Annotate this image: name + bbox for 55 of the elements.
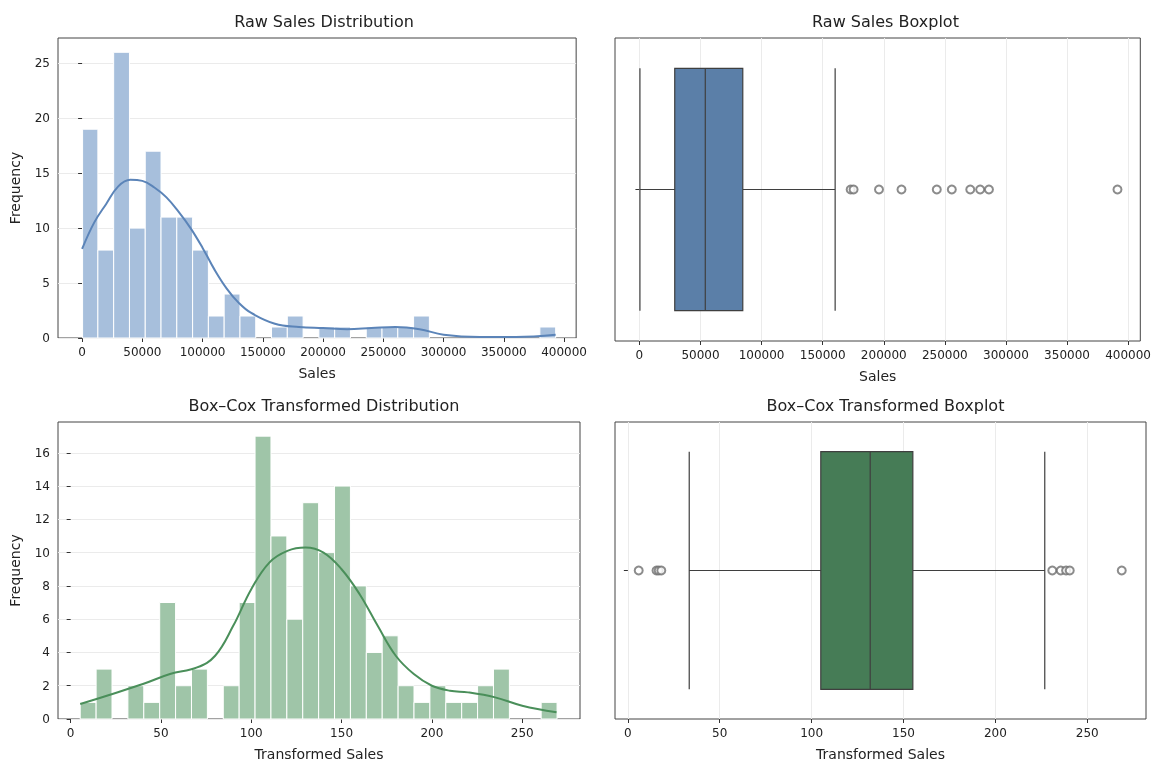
- x-tick-label: 100: [239, 726, 263, 740]
- x-axis-title: Sales: [859, 368, 897, 384]
- y-tick-label: 6: [42, 612, 50, 627]
- y-tick-label: 8: [42, 578, 50, 593]
- chart-title: Raw Sales Distribution: [234, 11, 414, 31]
- x-tick-label: 150000: [239, 345, 286, 359]
- x-tick-label: 250000: [360, 345, 407, 359]
- y-tick-label: 10: [34, 221, 50, 236]
- x-tick-label: 0: [635, 348, 644, 362]
- chart-title: Box–Cox Transformed Boxplot: [766, 395, 1005, 415]
- x-tick-label: 100: [800, 726, 824, 740]
- x-tick-label: 50: [153, 726, 169, 740]
- y-tick-label: 15: [34, 166, 50, 181]
- x-tick-label: 250: [1075, 726, 1099, 740]
- y-tick-label: 12: [34, 512, 50, 527]
- x-tick-label: 350000: [1044, 348, 1090, 362]
- y-tick-label: 0: [42, 331, 50, 345]
- x-tick-label: 150000: [799, 348, 846, 362]
- x-tick-label: 200: [420, 726, 444, 740]
- y-tick-label: 10: [34, 545, 50, 560]
- y-tick-label: 2: [42, 678, 50, 693]
- y-tick-label: 5: [42, 276, 50, 291]
- chart-title: Box–Cox Transformed Distribution: [188, 395, 460, 415]
- x-tick-label: 0: [66, 726, 75, 740]
- y-tick-label: 20: [34, 111, 50, 126]
- y-tick-label: 14: [34, 479, 50, 494]
- x-axis-title: Transformed Sales: [815, 746, 945, 762]
- x-tick-label: 250: [510, 726, 534, 740]
- x-tick-label: 300000: [420, 345, 467, 359]
- x-axis-title: Transformed Sales: [253, 746, 384, 762]
- x-tick-label: 50000: [123, 345, 162, 359]
- x-tick-label: 0: [624, 726, 632, 740]
- x-tick-label: 100000: [179, 345, 226, 359]
- x-tick-label: 200: [983, 726, 1007, 740]
- x-axis-title: Sales: [298, 365, 336, 381]
- x-tick-label: 0: [78, 345, 86, 359]
- x-tick-label: 50: [712, 726, 728, 740]
- x-tick-label: 400000: [541, 345, 587, 359]
- y-axis-title: Frequency: [7, 534, 23, 607]
- x-tick-label: 400000: [1105, 348, 1151, 362]
- x-tick-label: 200000: [300, 345, 346, 359]
- y-axis-title: Frequency: [7, 151, 23, 225]
- x-tick-label: 100000: [738, 348, 785, 362]
- y-tick-label: 25: [34, 56, 50, 71]
- x-tick-label: 300000: [983, 348, 1029, 362]
- x-tick-label: 150: [892, 726, 915, 740]
- x-tick-label: 250000: [921, 348, 968, 362]
- x-tick-label: 350000: [480, 345, 527, 359]
- y-tick-label: 16: [34, 445, 50, 460]
- y-tick-label: 0: [42, 712, 50, 726]
- y-tick-label: 4: [42, 645, 50, 660]
- x-tick-label: 200000: [860, 348, 907, 362]
- chart-title: Raw Sales Boxplot: [812, 11, 959, 31]
- x-tick-label: 50000: [681, 348, 720, 362]
- x-tick-label: 150: [330, 726, 354, 740]
